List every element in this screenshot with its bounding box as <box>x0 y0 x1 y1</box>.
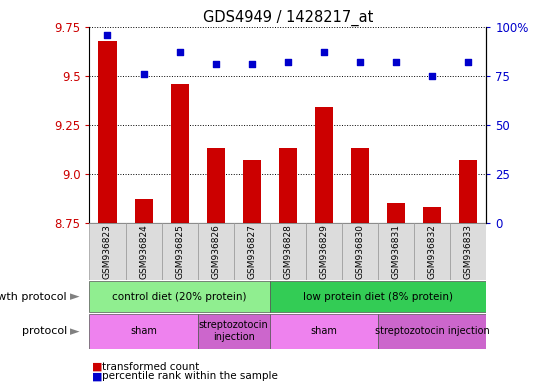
Point <box>392 59 401 65</box>
Bar <box>342 223 378 280</box>
Text: ■: ■ <box>92 362 103 372</box>
Text: GSM936825: GSM936825 <box>175 224 184 279</box>
Text: GSM936833: GSM936833 <box>464 224 473 279</box>
Bar <box>378 223 414 280</box>
Text: GSM936827: GSM936827 <box>247 224 257 279</box>
Point <box>464 59 473 65</box>
Bar <box>170 84 188 223</box>
Bar <box>89 281 270 312</box>
Point <box>320 49 329 55</box>
Bar <box>89 314 198 349</box>
Bar <box>270 281 486 312</box>
Point <box>103 31 112 38</box>
Text: GSM936823: GSM936823 <box>103 224 112 279</box>
Text: streptozotocin injection: streptozotocin injection <box>375 326 490 336</box>
Text: GSM936828: GSM936828 <box>283 224 292 279</box>
Bar <box>270 223 306 280</box>
Bar <box>162 223 198 280</box>
Bar <box>450 223 486 280</box>
Bar <box>198 314 270 349</box>
Bar <box>387 203 405 223</box>
Text: GSM936829: GSM936829 <box>319 224 329 279</box>
Bar <box>414 223 450 280</box>
Text: transformed count: transformed count <box>102 362 199 372</box>
Text: GSM936832: GSM936832 <box>428 224 437 279</box>
Point <box>247 61 256 67</box>
Point <box>211 61 220 67</box>
Text: GSM936830: GSM936830 <box>356 224 364 279</box>
Bar <box>198 223 234 280</box>
Text: percentile rank within the sample: percentile rank within the sample <box>102 371 278 381</box>
Bar <box>89 223 126 280</box>
Text: ►: ► <box>70 290 79 303</box>
Text: protocol: protocol <box>22 326 67 336</box>
Title: GDS4949 / 1428217_at: GDS4949 / 1428217_at <box>203 9 373 25</box>
Text: ►: ► <box>70 325 79 338</box>
Bar <box>423 207 441 223</box>
Bar <box>98 41 116 223</box>
Point <box>283 59 292 65</box>
Point <box>428 73 437 79</box>
Bar <box>135 199 153 223</box>
Bar <box>207 148 225 223</box>
Bar <box>279 148 297 223</box>
Text: GSM936831: GSM936831 <box>392 224 401 279</box>
Bar <box>234 223 270 280</box>
Text: growth protocol: growth protocol <box>0 291 67 302</box>
Bar <box>243 160 261 223</box>
Bar <box>306 223 342 280</box>
Text: sham: sham <box>130 326 157 336</box>
Bar <box>126 223 162 280</box>
Point <box>139 71 148 77</box>
Text: sham: sham <box>311 326 338 336</box>
Text: streptozotocin
injection: streptozotocin injection <box>199 320 269 342</box>
Text: GSM936824: GSM936824 <box>139 224 148 279</box>
Text: GSM936826: GSM936826 <box>211 224 220 279</box>
Point <box>175 49 184 55</box>
Point <box>356 59 364 65</box>
Text: ■: ■ <box>92 371 103 381</box>
Text: low protein diet (8% protein): low protein diet (8% protein) <box>303 291 453 302</box>
Bar <box>459 160 477 223</box>
Bar <box>378 314 486 349</box>
Text: control diet (20% protein): control diet (20% protein) <box>112 291 247 302</box>
Bar <box>351 148 369 223</box>
Bar <box>270 314 378 349</box>
Bar <box>315 107 333 223</box>
